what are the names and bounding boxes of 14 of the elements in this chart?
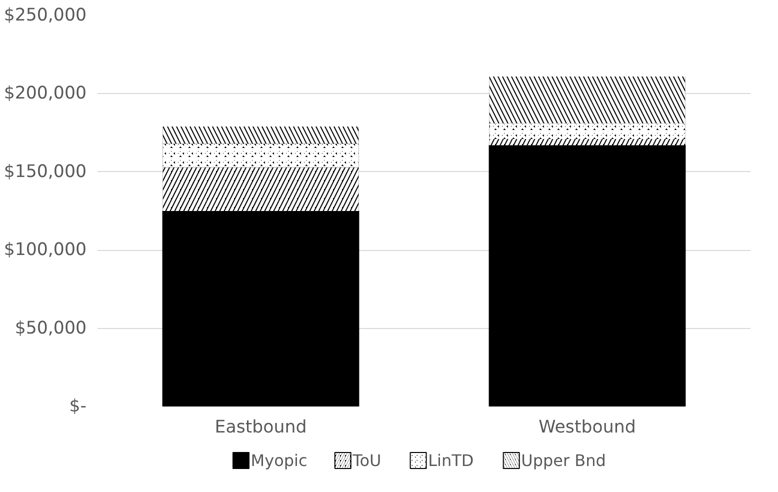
- legend-label: Upper Bnd: [521, 451, 606, 470]
- y-tick-label: $-: [69, 396, 87, 416]
- y-tick-label: $250,000: [4, 6, 87, 26]
- legend-label: ToU: [352, 451, 382, 470]
- legend-label: Myopic: [250, 451, 308, 470]
- y-tick-label: $50,000: [14, 318, 86, 338]
- y-tick-label: $100,000: [4, 240, 87, 260]
- bar: [162, 210, 360, 406]
- y-tick-label: $150,000: [4, 162, 87, 182]
- bar: [488, 144, 686, 406]
- x-tick-label: Eastbound: [214, 418, 307, 438]
- legend-label: LinTD: [428, 451, 474, 470]
- y-tick-label: $200,000: [4, 84, 87, 104]
- x-tick-label: Westbound: [538, 418, 636, 438]
